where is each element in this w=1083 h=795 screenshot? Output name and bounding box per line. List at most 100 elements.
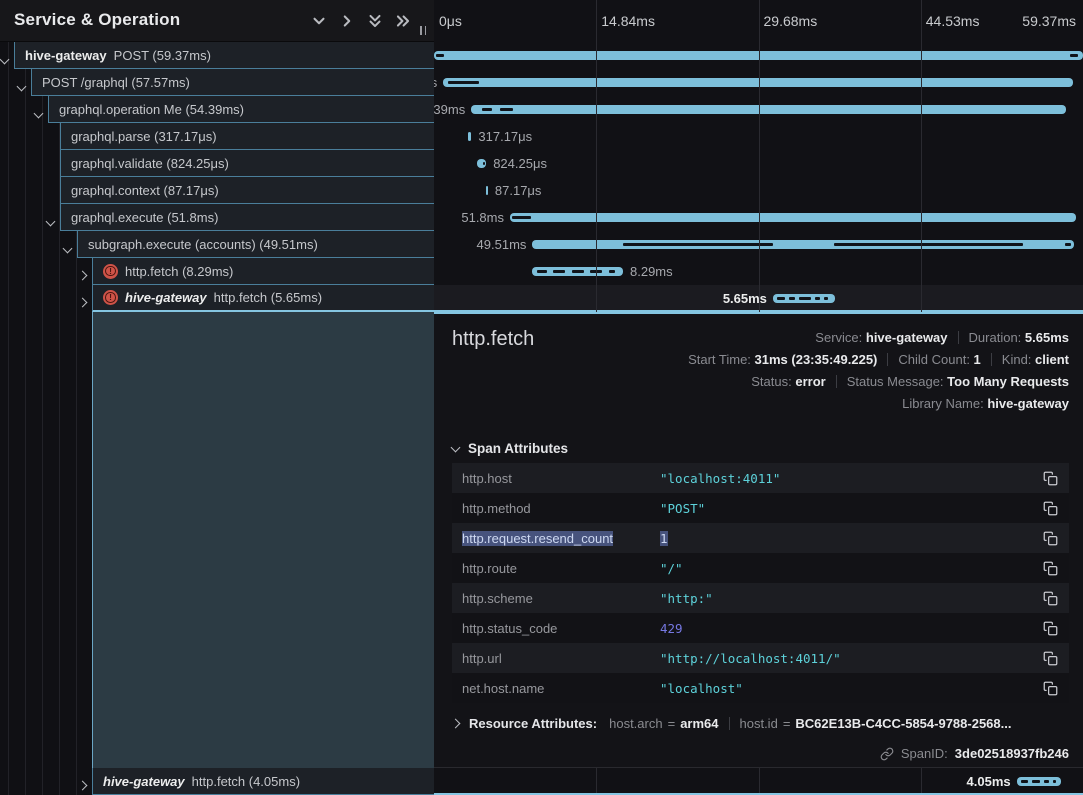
expand-caret-icon[interactable] <box>47 213 54 228</box>
copy-icon[interactable] <box>1041 469 1059 487</box>
tree-row[interactable]: graphql.operation Me (54.39ms) <box>48 96 434 123</box>
tree-row[interactable]: graphql.validate (824.25μs) <box>60 150 434 177</box>
panel-resize-handle[interactable] <box>417 26 429 38</box>
span-bar[interactable] <box>773 294 835 303</box>
expand-caret-icon[interactable] <box>1 51 8 66</box>
attribute-key: net.host.name <box>462 681 660 696</box>
expand-caret-icon[interactable] <box>79 267 86 282</box>
chevrons-down-icon[interactable] <box>366 12 384 30</box>
span-bar[interactable] <box>477 159 486 168</box>
meta-value: error <box>795 374 825 389</box>
child-span-tick <box>553 270 565 273</box>
meta-label: Library Name: <box>902 396 987 411</box>
meta-separator <box>991 353 992 366</box>
meta-label: Duration: <box>969 330 1025 345</box>
meta-label: Status: <box>751 374 795 389</box>
attribute-key: http.scheme <box>462 591 660 606</box>
copy-icon[interactable] <box>1041 499 1059 517</box>
operation-name: subgraph.execute (accounts) (49.51ms) <box>88 237 318 252</box>
attribute-row[interactable]: http.request.resend_count1 <box>452 523 1069 553</box>
span-id-row: SpanID: 3de02518937fb246 <box>880 746 1069 761</box>
copy-icon[interactable] <box>1041 529 1059 547</box>
expand-caret-icon[interactable] <box>79 777 86 792</box>
span-id-value[interactable]: 3de02518937fb246 <box>955 746 1069 761</box>
tree-row[interactable]: graphql.context (87.17μs) <box>60 177 434 204</box>
tree-row[interactable]: POST /graphql (57.57ms) <box>31 69 434 96</box>
resource-attributes-row[interactable]: Resource Attributes: host.arch=arm64host… <box>452 716 1069 731</box>
span-bar[interactable] <box>468 132 472 141</box>
span-bar[interactable] <box>532 267 623 276</box>
span-meta-line: Library Name: hive-gateway <box>688 393 1069 415</box>
resource-key: host.id <box>740 716 778 731</box>
attribute-row[interactable]: http.host"localhost:4011" <box>452 463 1069 493</box>
chevron-down-icon <box>34 109 44 119</box>
operation-name: http.fetch (5.65ms) <box>214 290 322 305</box>
tree-row[interactable]: hive-gatewayPOST (59.37ms) <box>14 42 434 69</box>
chevron-down-icon <box>451 442 461 452</box>
attribute-value: 1 <box>660 531 1041 546</box>
child-span-tick <box>482 108 492 111</box>
tree-row[interactable]: !hive-gatewayhttp.fetch (5.65ms) <box>92 285 434 312</box>
expand-caret-icon[interactable] <box>35 105 42 120</box>
span-bar[interactable] <box>510 213 1076 222</box>
attribute-row[interactable]: http.route"/" <box>452 553 1069 583</box>
span-detail-panel: http.fetch Service: hive-gatewayDuration… <box>434 312 1083 768</box>
equals-sign: = <box>783 716 791 731</box>
span-meta-line: Status: errorStatus Message: Too Many Re… <box>688 371 1069 393</box>
span-duration-label: 5.65ms <box>723 285 767 312</box>
copy-icon[interactable] <box>1041 679 1059 697</box>
chevron-right-icon <box>78 298 88 308</box>
span-attributes-header[interactable]: Span Attributes <box>452 441 568 456</box>
expand-caret-icon[interactable] <box>64 240 71 255</box>
expand-caret-icon[interactable] <box>79 294 86 309</box>
tree-row[interactable]: subgraph.execute (accounts) (49.51ms) <box>77 231 434 258</box>
copy-icon[interactable] <box>1041 589 1059 607</box>
span-bar[interactable] <box>443 78 1072 87</box>
span-bar[interactable] <box>532 240 1073 249</box>
operation-name: http.fetch (4.05ms) <box>192 774 300 789</box>
tree-row[interactable]: graphql.parse (317.17μs) <box>60 123 434 150</box>
tree-row[interactable]: hive-gateway http.fetch (4.05ms) <box>92 768 434 795</box>
child-span-tick <box>537 270 547 273</box>
tree-row[interactable]: graphql.execute (51.8ms) <box>60 204 434 231</box>
service-name: hive-gateway <box>103 774 185 789</box>
attribute-row[interactable]: net.host.name"localhost" <box>452 673 1069 703</box>
service-name: hive-gateway <box>125 290 207 305</box>
ruler-tick-label: 29.68ms <box>764 13 818 29</box>
attribute-value: "http:" <box>660 591 1041 606</box>
span-bar[interactable] <box>1017 777 1061 786</box>
link-icon[interactable] <box>880 747 894 761</box>
copy-icon[interactable] <box>1041 559 1059 577</box>
operation-name: graphql.operation Me (54.39ms) <box>59 102 244 117</box>
chevrons-right-icon[interactable] <box>394 12 412 30</box>
meta-label: Start Time: <box>688 352 754 367</box>
span-tree-panel: Service & Operation hive-gatewayPOST (59… <box>0 0 434 795</box>
child-span-tick <box>1065 243 1072 246</box>
attribute-key: http.url <box>462 651 660 666</box>
copy-icon[interactable] <box>1041 619 1059 637</box>
meta-label: Service: <box>815 330 866 345</box>
meta-value: 1 <box>974 352 981 367</box>
chevron-down-icon[interactable] <box>310 12 328 30</box>
attribute-row[interactable]: http.status_code429 <box>452 613 1069 643</box>
attribute-key: http.status_code <box>462 621 660 636</box>
expand-caret-icon[interactable] <box>18 78 25 93</box>
copy-icon[interactable] <box>1041 649 1059 667</box>
span-id-label: SpanID: <box>901 746 948 761</box>
meta-value: client <box>1035 352 1069 367</box>
attribute-key-text: http.scheme <box>462 591 533 606</box>
tree-row[interactable]: !http.fetch (8.29ms) <box>92 258 434 285</box>
ruler-tick-label: 44.53ms <box>926 13 980 29</box>
chevron-right-icon[interactable] <box>338 12 356 30</box>
attribute-row[interactable]: http.method"POST" <box>452 493 1069 523</box>
resource-value: BC62E13B-C4CC-5854-9788-2568... <box>795 716 1011 731</box>
attribute-value-text: "/" <box>660 561 683 576</box>
resource-key: host.arch <box>609 716 662 731</box>
meta-label: Kind: <box>1002 352 1035 367</box>
attribute-key-text: net.host.name <box>462 681 544 696</box>
span-bar[interactable] <box>486 186 488 195</box>
attribute-row[interactable]: http.scheme "http:" <box>452 583 1069 613</box>
attribute-row[interactable]: http.url"http://localhost:4011/" <box>452 643 1069 673</box>
ruler-tick-label: 14.84ms <box>601 13 655 29</box>
span-bar[interactable] <box>471 105 1066 114</box>
